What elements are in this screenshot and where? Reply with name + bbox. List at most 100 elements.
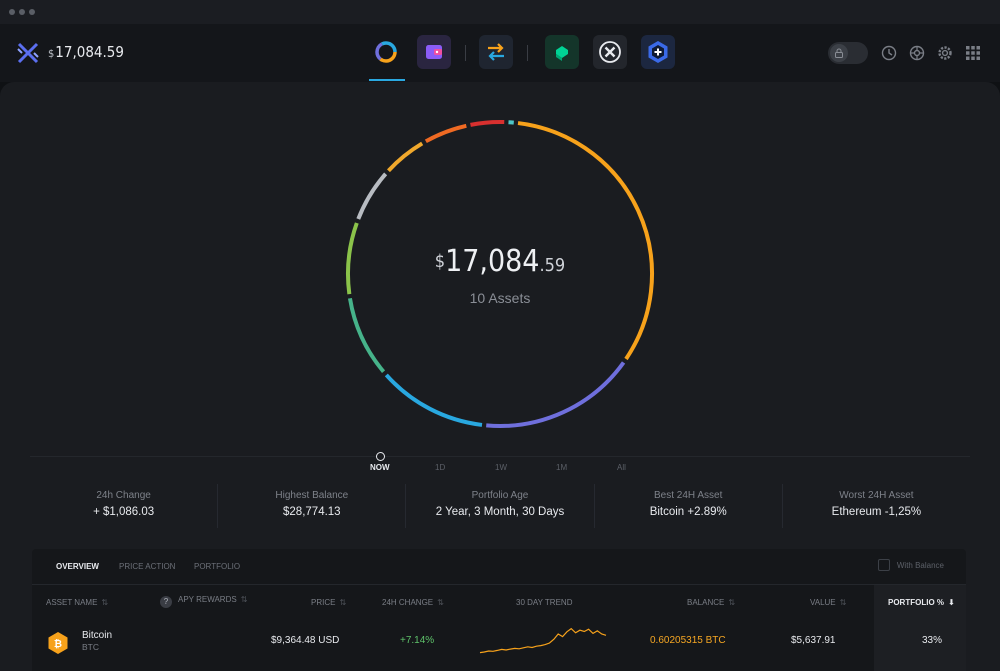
allocation-segment[interactable] bbox=[384, 373, 483, 427]
stat-value: $28,774.13 bbox=[283, 506, 341, 518]
portfolio-total-currency: $ bbox=[434, 251, 446, 272]
allocation-segment[interactable] bbox=[356, 172, 388, 220]
hexagon-plus-icon bbox=[648, 41, 668, 63]
allocation-segment[interactable] bbox=[387, 141, 424, 173]
maximize-window-button[interactable] bbox=[29, 9, 35, 15]
portfolio-total-cents: .59 bbox=[539, 255, 566, 276]
history-icon[interactable] bbox=[880, 44, 898, 62]
timeline-now[interactable]: NOW bbox=[370, 463, 390, 472]
x-app-icon bbox=[599, 41, 621, 63]
timeline-1d[interactable]: 1D bbox=[435, 463, 446, 472]
exodus-logo-icon[interactable] bbox=[16, 41, 40, 65]
nav-portfolio-button[interactable] bbox=[369, 35, 403, 69]
trend-line bbox=[479, 627, 607, 654]
stat-worst-asset: Worst 24H Asset Ethereum -1,25% bbox=[783, 484, 970, 528]
header-portfolio-percent[interactable]: PORTFOLIO % ⬇ bbox=[888, 598, 955, 607]
asset-balance: 0.60205315 BTC bbox=[650, 635, 726, 646]
header-balance[interactable]: BALANCE ⇅ bbox=[687, 598, 735, 607]
stat-label: Best 24H Asset bbox=[654, 490, 723, 501]
settings-icon[interactable] bbox=[936, 44, 954, 62]
portfolio-total: $17,084.59 bbox=[340, 244, 660, 279]
header-apy-rewards[interactable]: ? APY REWARDS ⇅ bbox=[160, 595, 247, 608]
sort-icon: ⇅ bbox=[339, 598, 347, 607]
lock-icon bbox=[835, 48, 843, 58]
allocation-ring[interactable] bbox=[340, 114, 660, 434]
timeline-all[interactable]: All bbox=[617, 463, 626, 472]
nav-wallet-button[interactable] bbox=[417, 35, 451, 69]
timeline-1w[interactable]: 1W bbox=[495, 463, 507, 472]
nav-exchange-button[interactable] bbox=[479, 35, 513, 69]
asset-count: 10 Assets bbox=[469, 290, 531, 306]
portfolio-total-whole: 17,084 bbox=[445, 244, 540, 279]
sort-icon: ⇅ bbox=[101, 598, 109, 607]
header-value-label: VALUE bbox=[810, 598, 836, 607]
lock-toggle[interactable] bbox=[828, 42, 868, 64]
sort-icon: ⇅ bbox=[437, 598, 444, 607]
nav-add-app-button[interactable] bbox=[641, 35, 675, 69]
timeline-handle[interactable] bbox=[376, 452, 385, 461]
timeline-track bbox=[30, 456, 970, 457]
header-24h-change[interactable]: 24H CHANGE ⇅ bbox=[382, 598, 444, 607]
wallet-icon bbox=[426, 45, 442, 59]
header-apy-label: APY REWARDS bbox=[178, 595, 237, 604]
with-balance-filter[interactable]: With Balance bbox=[877, 559, 944, 571]
header-asset-name[interactable]: ASSET NAME ⇅ bbox=[46, 598, 108, 607]
sort-icon: ⇅ bbox=[839, 598, 847, 607]
assets-table: OVERVIEW PRICE ACTION PORTFOLIO With Bal… bbox=[32, 549, 966, 671]
header-price[interactable]: PRICE ⇅ bbox=[311, 598, 346, 607]
stat-portfolio-age: Portfolio Age 2 Year, 3 Month, 30 Days bbox=[406, 484, 595, 528]
stat-24h-change: 24h Change + $1,086.03 bbox=[30, 484, 219, 528]
allocation-segment[interactable] bbox=[347, 297, 386, 373]
portfolio-column-highlight bbox=[874, 585, 966, 619]
support-icon[interactable] bbox=[908, 44, 926, 62]
header-price-label: PRICE bbox=[311, 598, 336, 607]
allocation-segment[interactable] bbox=[486, 361, 626, 428]
stat-value: 2 Year, 3 Month, 30 Days bbox=[435, 506, 565, 518]
timeline-selector: NOW 1D 1W 1M All bbox=[30, 452, 970, 478]
stat-value: Ethereum -1,25% bbox=[831, 506, 922, 518]
stat-best-asset: Best 24H Asset Bitcoin +2.89% bbox=[595, 484, 783, 528]
header-value[interactable]: VALUE ⇅ bbox=[810, 598, 846, 607]
with-balance-label: With Balance bbox=[896, 560, 944, 570]
header-change-label: 24H CHANGE bbox=[382, 598, 434, 607]
portfolio-ring-icon bbox=[375, 41, 397, 63]
asset-price: $9,364.48 USD bbox=[271, 635, 340, 646]
minimize-window-button[interactable] bbox=[19, 9, 25, 15]
allocation-segment[interactable] bbox=[517, 121, 654, 361]
sort-icon: ⇅ bbox=[240, 595, 248, 604]
asset-24h-change: +7.14% bbox=[400, 635, 435, 646]
nav-compound-button[interactable] bbox=[545, 35, 579, 69]
allocation-segment[interactable] bbox=[470, 120, 505, 127]
header-trend-label: 30 DAY TREND bbox=[516, 598, 573, 607]
stat-highest-balance: Highest Balance $28,774.13 bbox=[218, 484, 407, 528]
tab-price-action[interactable]: PRICE ACTION bbox=[119, 562, 176, 571]
bitcoin-icon: ₿ bbox=[48, 632, 68, 654]
sort-icon: ⇅ bbox=[728, 598, 736, 607]
portfolio-panel: $17,084.59 10 Assets NOW 1D 1W 1M All 24… bbox=[0, 82, 1000, 671]
header-30-day-trend: 30 DAY TREND bbox=[516, 598, 572, 607]
help-icon[interactable]: ? bbox=[160, 596, 172, 608]
allocation-segment[interactable] bbox=[346, 222, 359, 295]
header-balance-currency: $ bbox=[48, 47, 55, 60]
asset-30-day-trend bbox=[479, 627, 607, 654]
svg-text:₿: ₿ bbox=[54, 638, 62, 650]
stat-value: Bitcoin +2.89% bbox=[649, 506, 727, 518]
allocation-segment[interactable] bbox=[424, 123, 467, 144]
stat-label: Portfolio Age bbox=[471, 490, 529, 501]
top-bar: $17,084.59 bbox=[0, 24, 1000, 82]
stat-label: Worst 24H Asset bbox=[839, 490, 914, 501]
window-controls bbox=[9, 9, 35, 15]
apps-grid-icon[interactable] bbox=[964, 44, 982, 62]
stat-value: + $1,086.03 bbox=[93, 506, 155, 518]
timeline-1m[interactable]: 1M bbox=[556, 463, 568, 472]
tab-portfolio[interactable]: PORTFOLIO bbox=[194, 562, 241, 571]
nav-x-app-button[interactable] bbox=[593, 35, 627, 69]
with-balance-checkbox[interactable] bbox=[877, 559, 890, 571]
table-row[interactable]: ₿ Bitcoin BTC $9,364.48 USD +7.14% 0.602… bbox=[32, 619, 966, 671]
sort-desc-icon: ⬇ bbox=[948, 598, 955, 607]
header-portfolio-label: PORTFOLIO % bbox=[888, 598, 944, 607]
close-window-button[interactable] bbox=[9, 9, 15, 15]
tab-overview[interactable]: OVERVIEW bbox=[56, 562, 99, 571]
stat-label: 24h Change bbox=[96, 490, 151, 501]
asset-portfolio-percent: 33% bbox=[922, 635, 943, 646]
